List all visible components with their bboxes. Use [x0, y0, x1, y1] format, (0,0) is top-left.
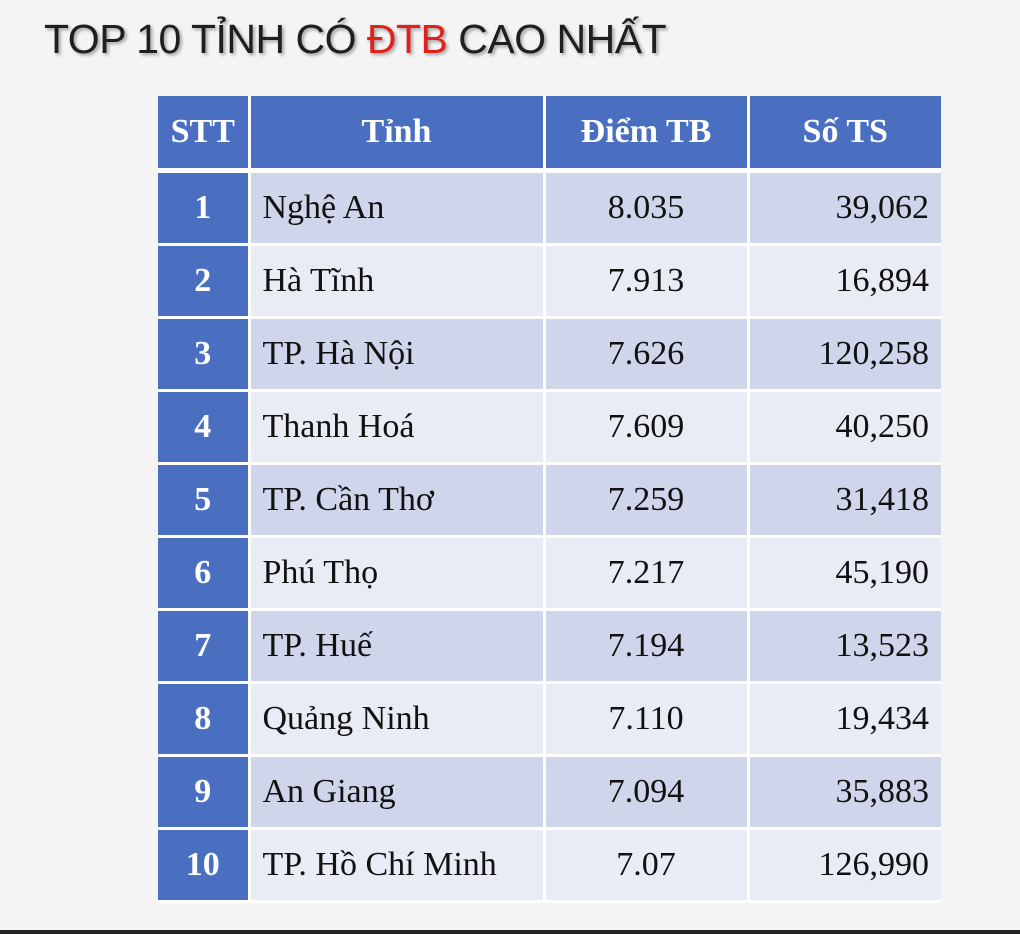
table-row: 10 TP. Hồ Chí Minh 7.07 126,990 [158, 828, 941, 903]
cell-stt: 7 [158, 609, 251, 684]
table-row: 5 TP. Cần Thơ 7.259 31,418 [158, 463, 941, 538]
cell-stt: 1 [158, 170, 251, 246]
table-header-row: STT Tỉnh Điểm TB Số TS [158, 96, 941, 173]
bottom-divider [0, 930, 1020, 934]
column-header-stt: STT [158, 96, 251, 173]
cell-tinh: TP. Hà Nội [249, 317, 546, 392]
column-header-diem-tb: Điểm TB [544, 96, 750, 173]
column-header-tinh: Tỉnh [249, 96, 546, 173]
cell-tinh: TP. Cần Thơ [249, 463, 546, 538]
cell-so-ts: 45,190 [748, 536, 941, 611]
cell-stt: 6 [158, 536, 251, 611]
cell-tinh: Phú Thọ [249, 536, 546, 611]
cell-stt: 9 [158, 755, 251, 830]
page-title: TOP 10 TỈNH CÓ ĐTB CAO NHẤT [44, 16, 667, 63]
cell-stt: 2 [158, 244, 251, 319]
cell-tinh: Nghệ An [249, 170, 546, 246]
cell-tinh: TP. Hồ Chí Minh [249, 828, 546, 903]
cell-diem-tb: 7.094 [544, 755, 750, 830]
table-row: 8 Quảng Ninh 7.110 19,434 [158, 682, 941, 757]
cell-tinh: TP. Huế [249, 609, 546, 684]
cell-diem-tb: 7.626 [544, 317, 750, 392]
title-prefix: TOP 10 TỈNH CÓ [44, 16, 367, 62]
ranking-table: STT Tỉnh Điểm TB Số TS 1 Nghệ An 8.035 3… [158, 96, 941, 903]
cell-diem-tb: 7.217 [544, 536, 750, 611]
cell-diem-tb: 7.913 [544, 244, 750, 319]
table-row: 1 Nghệ An 8.035 39,062 [158, 170, 941, 246]
table-row: 3 TP. Hà Nội 7.626 120,258 [158, 317, 941, 392]
cell-so-ts: 35,883 [748, 755, 941, 830]
cell-diem-tb: 7.110 [544, 682, 750, 757]
cell-tinh: An Giang [249, 755, 546, 830]
table-row: 9 An Giang 7.094 35,883 [158, 755, 941, 830]
cell-so-ts: 39,062 [748, 170, 941, 246]
cell-stt: 5 [158, 463, 251, 538]
cell-diem-tb: 8.035 [544, 170, 750, 246]
column-header-so-ts: Số TS [748, 96, 941, 173]
cell-stt: 10 [158, 828, 251, 903]
cell-so-ts: 40,250 [748, 390, 941, 465]
cell-stt: 8 [158, 682, 251, 757]
cell-diem-tb: 7.609 [544, 390, 750, 465]
cell-so-ts: 126,990 [748, 828, 941, 903]
table-row: 4 Thanh Hoá 7.609 40,250 [158, 390, 941, 465]
cell-stt: 3 [158, 317, 251, 392]
title-suffix: CAO NHẤT [447, 16, 667, 62]
cell-so-ts: 120,258 [748, 317, 941, 392]
cell-tinh: Hà Tĩnh [249, 244, 546, 319]
cell-so-ts: 19,434 [748, 682, 941, 757]
table-row: 6 Phú Thọ 7.217 45,190 [158, 536, 941, 611]
table-row: 2 Hà Tĩnh 7.913 16,894 [158, 244, 941, 319]
cell-so-ts: 16,894 [748, 244, 941, 319]
cell-diem-tb: 7.07 [544, 828, 750, 903]
title-highlight: ĐTB [366, 16, 448, 62]
cell-diem-tb: 7.194 [544, 609, 750, 684]
cell-so-ts: 13,523 [748, 609, 941, 684]
cell-diem-tb: 7.259 [544, 463, 750, 538]
cell-so-ts: 31,418 [748, 463, 941, 538]
cell-tinh: Quảng Ninh [249, 682, 546, 757]
table-row: 7 TP. Huế 7.194 13,523 [158, 609, 941, 684]
cell-tinh: Thanh Hoá [249, 390, 546, 465]
cell-stt: 4 [158, 390, 251, 465]
